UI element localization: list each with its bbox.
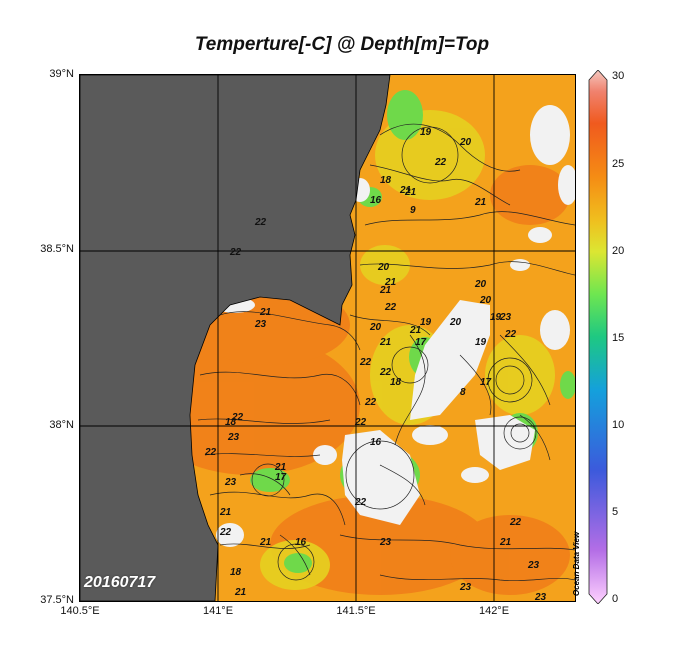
- contour-label: 22: [254, 217, 267, 228]
- contour-label: 21: [409, 325, 422, 336]
- contour-label: 9: [410, 205, 416, 216]
- colorbar-label-20: 20: [612, 245, 625, 257]
- contour-label: 20: [479, 295, 492, 306]
- contour-label: 23: [534, 592, 547, 601]
- lat-label-38: 38°N: [49, 419, 74, 431]
- contour-lines: [197, 123, 575, 581]
- contour-label: 17: [480, 377, 492, 388]
- contour-label: 20: [474, 279, 487, 290]
- map-title: Temperture[-C] @ Depth[m]=Top: [194, 34, 490, 55]
- contour-label: 21: [399, 185, 412, 196]
- contour-label: 21: [234, 587, 247, 598]
- land-masses: [80, 75, 391, 601]
- contour-label: 18: [380, 175, 392, 186]
- contour-label: 17: [275, 472, 287, 483]
- lon-label-141-5: 141.5°E: [336, 605, 376, 617]
- contour-label: 22: [229, 247, 242, 258]
- contour-label: 22: [384, 302, 397, 313]
- contour-label: 16: [295, 537, 307, 548]
- contour-label: 22: [231, 412, 244, 423]
- contour-label-layer: 2116192220182192122222021212322202122211…: [204, 127, 547, 601]
- lon-label-141: 141°E: [202, 605, 234, 617]
- no-data-regions: [215, 105, 575, 547]
- contour-label: 16: [370, 195, 382, 206]
- contour-label: 21: [379, 337, 392, 348]
- contour-label: 21: [259, 537, 272, 548]
- lon-label-142: 142°E: [478, 605, 510, 617]
- colorbar-label-0: 0: [612, 593, 619, 605]
- contour-label: 22: [379, 367, 392, 378]
- warm-patches: [140, 165, 570, 595]
- contour-label: 19: [420, 317, 432, 328]
- contour-label: 22: [509, 517, 522, 528]
- date-stamp: 20160717: [84, 574, 156, 591]
- contour-label: 20: [369, 322, 382, 333]
- contour-label: 20: [459, 137, 472, 148]
- lat-label-37-5: 37.5°N: [40, 594, 74, 606]
- contour-label: 16: [370, 437, 382, 448]
- colorbar-label-15: 15: [612, 332, 625, 344]
- contour-label: 20: [377, 262, 390, 273]
- contour-label: 22: [434, 157, 447, 168]
- contour-label: 23: [527, 560, 540, 571]
- contour-label: 23: [224, 477, 237, 488]
- map-canvas: 2116192220182192122222021212322202122211…: [80, 75, 575, 601]
- contour-label: 22: [359, 357, 372, 368]
- contour-label: 23: [379, 537, 392, 548]
- colorbar: [588, 70, 608, 604]
- contour-label: 19: [490, 312, 502, 323]
- contour-label: 23: [254, 319, 267, 330]
- contour-label: 23: [499, 312, 512, 323]
- contour-label: 21: [219, 507, 232, 518]
- colorbar-label-5: 5: [612, 506, 619, 518]
- contour-label: 19: [420, 127, 432, 138]
- contour-label: 18: [225, 417, 237, 428]
- credit-text: Ocean Data View: [572, 531, 581, 596]
- colorbar-label-30: 30: [612, 70, 625, 82]
- contour-label: 22: [364, 397, 377, 408]
- contour-label: 22: [204, 447, 217, 458]
- contour-label: 22: [219, 527, 232, 538]
- contour-label: 17: [415, 337, 427, 348]
- contour-label: 21: [274, 462, 287, 473]
- graticule: [80, 75, 575, 601]
- contour-label: 8: [460, 387, 466, 398]
- contour-label: 21: [474, 197, 487, 208]
- contour-label: 23: [227, 432, 240, 443]
- map-plot-area[interactable]: 21 16 19 22 20 18 21 9 21 22 22 20 21 21 23 22 20 21 22 21 1…: [79, 74, 576, 602]
- contour-label: 18: [390, 377, 402, 388]
- contour-label: 21: [499, 537, 512, 548]
- lat-label-38-5: 38.5°N: [40, 243, 74, 255]
- colorbar-label-10: 10: [612, 419, 625, 431]
- contour-label: 21: [379, 285, 392, 296]
- contour-label: 21: [384, 277, 397, 288]
- contour-label: 22: [354, 497, 367, 508]
- contour-label: 19: [475, 337, 487, 348]
- contour-label: 22: [354, 417, 367, 428]
- contour-label: 18: [230, 567, 242, 578]
- colorbar-label-25: 25: [612, 158, 625, 170]
- contour-label: 21: [259, 307, 272, 318]
- lat-label-39: 39°N: [49, 68, 74, 80]
- contour-label: 21: [404, 187, 417, 198]
- contour-label: 23: [459, 582, 472, 593]
- contour-label: 20: [449, 317, 462, 328]
- contour-label: 22: [504, 329, 517, 340]
- lon-label-140-5: 140.5°E: [60, 605, 100, 617]
